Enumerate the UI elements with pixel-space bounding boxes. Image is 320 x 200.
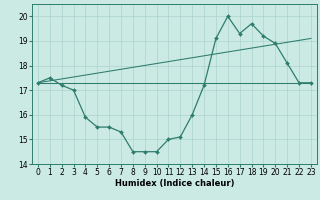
- X-axis label: Humidex (Indice chaleur): Humidex (Indice chaleur): [115, 179, 234, 188]
